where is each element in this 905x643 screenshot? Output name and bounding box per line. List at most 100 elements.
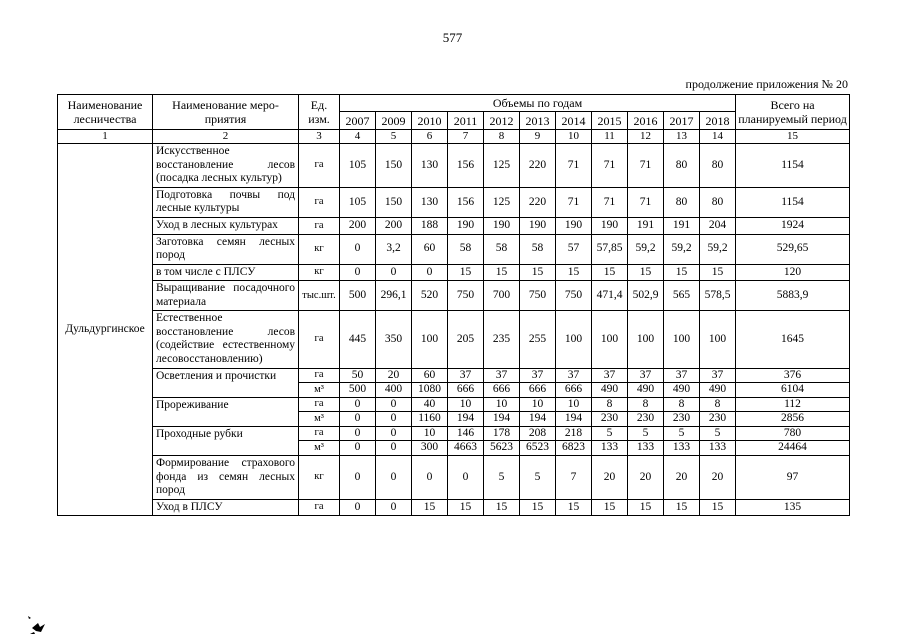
value-cell: 60 <box>411 233 448 265</box>
activity-cell: Подготовка почвы под лесные культуры <box>152 186 299 218</box>
value-cell: 15 <box>627 263 664 282</box>
unit-cell: га <box>298 425 340 442</box>
value-cell: 230 <box>627 411 664 427</box>
year-header: 2017 <box>663 111 700 131</box>
year-header: 2007 <box>339 111 376 131</box>
value-cell: 0 <box>339 411 376 427</box>
value-cell: 190 <box>447 216 484 235</box>
value-cell: 58 <box>519 233 556 265</box>
continuation-note: продолжение приложения № 20 <box>685 77 848 91</box>
unit-cell: кг <box>298 263 340 282</box>
activity-cell: Заготовка семян лесных пород <box>152 233 299 265</box>
value-cell: 58 <box>447 233 484 265</box>
column-number: 9 <box>519 129 556 145</box>
value-cell: 80 <box>698 186 737 218</box>
value-cell: 15 <box>483 263 520 282</box>
value-cell: 490 <box>591 382 628 398</box>
value-cell: 5 <box>519 454 556 500</box>
value-cell: 15 <box>555 498 592 517</box>
value-cell: 0 <box>375 498 412 517</box>
ink-blot-artifact <box>24 612 50 638</box>
value-cell: 220 <box>519 186 556 218</box>
value-cell: 20 <box>375 367 412 384</box>
value-cell: 15 <box>519 498 556 517</box>
unit-cell: кг <box>298 233 340 265</box>
value-cell: 0 <box>339 233 376 265</box>
value-cell: 750 <box>519 280 556 312</box>
value-cell: 5 <box>627 425 664 442</box>
column-number: 3 <box>298 129 340 145</box>
value-cell: 205 <box>447 310 484 369</box>
value-cell: 15 <box>519 263 556 282</box>
year-header: 2009 <box>375 111 412 131</box>
appendix-table: Наименование лесничества Наименование ме… <box>57 93 851 517</box>
total-cell: 1154 <box>735 143 851 188</box>
unit-cell: м³ <box>298 440 340 456</box>
page-number: 577 <box>442 30 463 45</box>
value-cell: 37 <box>555 367 592 384</box>
value-cell: 5 <box>698 425 737 442</box>
value-cell: 15 <box>591 263 628 282</box>
total-cell: 112 <box>735 396 851 413</box>
value-cell: 133 <box>591 440 628 456</box>
column-number: 15 <box>735 129 851 145</box>
value-cell: 59,2 <box>627 233 664 265</box>
year-header: 2016 <box>627 111 664 131</box>
total-cell: 5883,9 <box>735 280 851 312</box>
total-cell: 529,65 <box>735 233 851 265</box>
value-cell: 220 <box>519 143 556 188</box>
value-cell: 37 <box>519 367 556 384</box>
value-cell: 15 <box>698 263 737 282</box>
column-number: 12 <box>627 129 664 145</box>
activity-cell: Формирование страхового фонда из семян л… <box>152 454 299 500</box>
total-cell: 135 <box>735 498 851 517</box>
value-cell: 230 <box>663 411 700 427</box>
year-header: 2012 <box>483 111 520 131</box>
value-cell: 100 <box>663 310 700 369</box>
value-cell: 133 <box>663 440 700 456</box>
value-cell: 6523 <box>519 440 556 456</box>
unit-cell: тыс.шт. <box>298 280 340 312</box>
value-cell: 3,2 <box>375 233 412 265</box>
value-cell: 178 <box>483 425 520 442</box>
value-cell: 0 <box>339 396 376 413</box>
value-cell: 10 <box>447 396 484 413</box>
value-cell: 71 <box>627 143 664 188</box>
table-row: м³ 0 0 1160 194 194 194 194 230 230 230 230 2856 <box>58 411 851 427</box>
value-cell: 490 <box>663 382 700 398</box>
value-cell: 194 <box>447 411 484 427</box>
value-cell: 350 <box>375 310 412 369</box>
table-row: Осветления и прочистки га 50 20 60 37 37 37 37 37… <box>58 367 851 398</box>
unit-cell: га <box>298 216 340 235</box>
activity-cell: Уход в лесных культурах <box>152 216 299 235</box>
value-cell: 80 <box>663 186 700 218</box>
value-cell: 194 <box>555 411 592 427</box>
value-cell: 5623 <box>483 440 520 456</box>
value-cell: 37 <box>698 367 737 384</box>
header-unit: Ед. изм. <box>298 93 340 131</box>
table-row: Естественное восстановление лесов (содей… <box>58 310 851 369</box>
total-cell: 120 <box>735 263 851 282</box>
value-cell: 37 <box>627 367 664 384</box>
value-cell: 100 <box>627 310 664 369</box>
table-row: Дульдургинское Искусственное восстановлен… <box>57 143 851 517</box>
column-number: 1 <box>57 129 153 145</box>
column-number: 7 <box>447 129 484 145</box>
table-row: Выращивание посадочного материала тыс.шт.… <box>58 280 851 312</box>
value-cell: 37 <box>591 367 628 384</box>
value-cell: 100 <box>555 310 592 369</box>
value-cell: 300 <box>411 440 448 456</box>
header-row-years: 2007 2009 2010 2011 2012 2013 2014 2015 2016 2017… <box>58 111 850 131</box>
table-body: Дульдургинское Искусственное восстановлен… <box>57 143 851 517</box>
value-cell: 8 <box>591 396 628 413</box>
value-cell: 445 <box>339 310 376 369</box>
value-cell: 0 <box>375 454 412 500</box>
value-cell: 60 <box>411 367 448 384</box>
value-cell: 59,2 <box>698 233 737 265</box>
table-row: Уход в лесных культурах га 200 200 188 190 190… <box>58 216 851 235</box>
value-cell: 80 <box>663 143 700 188</box>
header-volumes: Объемы по годам <box>338 93 737 113</box>
unit-cell: га <box>298 396 340 413</box>
value-cell: 130 <box>411 186 448 218</box>
value-cell: 296,1 <box>375 280 412 312</box>
